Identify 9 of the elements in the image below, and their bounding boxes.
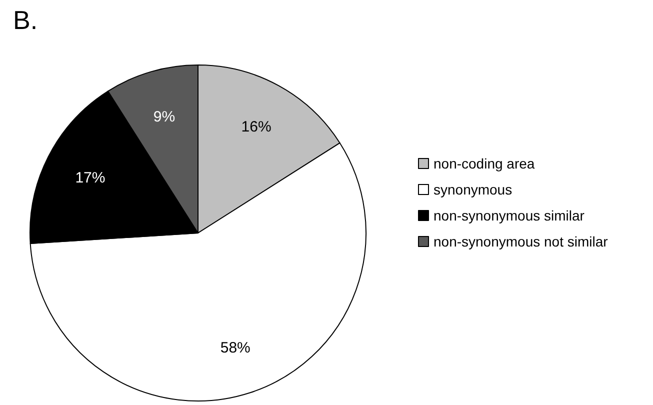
data-label: 17%: [75, 170, 106, 187]
legend-label: synonymous: [434, 182, 512, 198]
legend-label: non-coding area: [434, 156, 535, 172]
data-label: 9%: [153, 108, 176, 126]
legend-label: non-synonymous similar: [434, 208, 585, 224]
legend-label: non-synonymous not similar: [434, 234, 608, 250]
data-label: 58%: [220, 340, 250, 357]
data-label: 16%: [241, 118, 272, 136]
chart-title: B.: [13, 5, 38, 35]
